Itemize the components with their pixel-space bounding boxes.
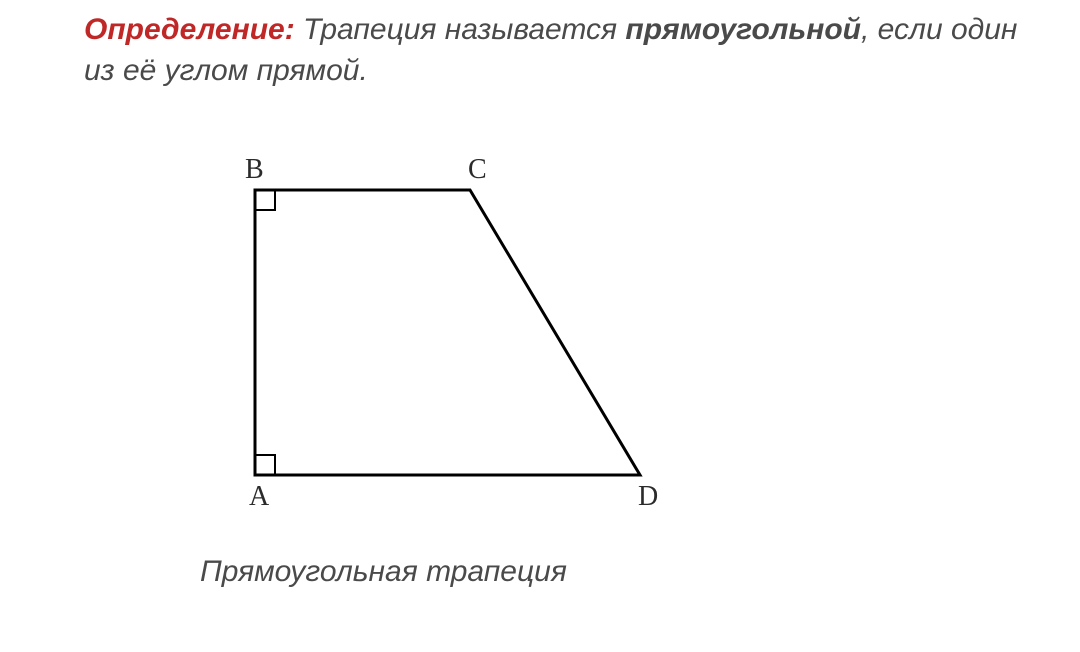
vertex-label-C: C (468, 154, 487, 186)
trapezoid-figure: A B C D (240, 180, 680, 510)
definition-bold-word: прямоугольной (625, 13, 861, 46)
definition-label: Определение: (84, 13, 295, 46)
vertex-label-A: A (249, 481, 269, 513)
vertex-label-D: D (638, 481, 658, 513)
definition-block: Определение: Трапеция называется прямоуг… (84, 10, 1044, 91)
figure-caption: Прямоугольная трапеция (200, 555, 567, 589)
definition-text-before: Трапеция называется (295, 13, 626, 46)
trapezoid-svg (240, 180, 680, 510)
vertex-label-B: B (245, 154, 264, 186)
